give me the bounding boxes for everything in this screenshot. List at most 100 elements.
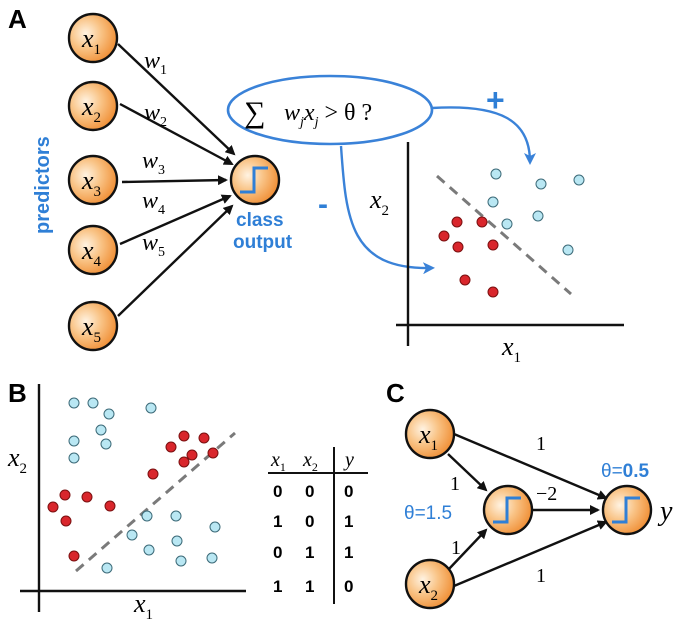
negative-point xyxy=(59,489,71,501)
edge-x1-output xyxy=(453,432,608,500)
negative-point xyxy=(451,216,463,228)
node-label: x5 xyxy=(81,312,101,346)
class-output-label-2: output xyxy=(233,232,293,253)
negative-point xyxy=(147,468,159,480)
negative-point xyxy=(459,274,471,286)
node-label: x1 xyxy=(418,420,438,454)
positive-point xyxy=(141,510,153,522)
positive-point xyxy=(126,529,138,541)
panel-a-scatter: x2 x1 xyxy=(369,142,624,366)
node-label: x1 xyxy=(81,24,101,58)
panel-a-weights: w1 w2 w3 w4 w5 xyxy=(142,48,167,260)
xor-truth-table: x1 x2 y 0 0 0 1 0 1 0 1 1 1 1 0 xyxy=(268,447,368,604)
weight-w2: w2 xyxy=(144,100,167,130)
weight-x2-output: 1 xyxy=(536,565,546,587)
positive-point xyxy=(487,196,499,208)
weight-x1-hidden: 1 xyxy=(450,473,460,495)
output-neuron xyxy=(229,154,281,206)
weight-w5: w5 xyxy=(142,230,165,260)
table-cell: 1 xyxy=(344,543,353,562)
table-row: 0 0 0 xyxy=(273,482,353,501)
table-header-y: y xyxy=(343,449,354,471)
negative-point xyxy=(438,230,450,242)
input-node-x5: x5 xyxy=(67,300,119,352)
positive-point xyxy=(175,555,187,567)
y-axis-label: x2 xyxy=(369,185,389,219)
negative-point xyxy=(452,241,464,253)
positive-point xyxy=(532,210,544,222)
node-circle xyxy=(67,12,119,64)
negative-point xyxy=(60,515,72,527)
table-row: 1 0 1 xyxy=(273,512,353,531)
negative-point xyxy=(165,441,177,453)
negative-arrow xyxy=(339,145,435,275)
decision-boundary xyxy=(436,174,572,296)
table-cell: 0 xyxy=(273,543,282,562)
weight-w4: w4 xyxy=(142,188,165,218)
node-circle xyxy=(404,408,456,460)
negative-point xyxy=(487,286,499,298)
positive-point xyxy=(68,452,80,464)
edge-x3-output xyxy=(121,175,228,186)
predictors-label: predictors xyxy=(32,136,54,234)
weight-x1-output: 1 xyxy=(536,433,546,455)
node-label: x4 xyxy=(81,236,102,270)
panel-a-edges xyxy=(117,43,236,317)
panel-c-input-x2: x2 xyxy=(404,558,456,610)
table-cell: 1 xyxy=(344,512,353,531)
panel-a-input-nodes: x1 x2 x3 x4 x5 xyxy=(67,12,119,352)
class-output-label-1: class xyxy=(236,210,284,231)
table-cell: 1 xyxy=(273,577,282,596)
positive-point xyxy=(562,244,574,256)
positive-point xyxy=(573,174,585,186)
node-label: x3 xyxy=(81,166,101,200)
step-function-icon xyxy=(240,166,268,194)
positive-point xyxy=(145,402,157,414)
decision-rule-text: wjxj > θ ? xyxy=(284,100,372,130)
table-header-x1: x1 xyxy=(270,449,286,474)
negative-point xyxy=(476,216,488,228)
positive-point xyxy=(101,562,113,574)
table-cell: 1 xyxy=(305,577,314,596)
positive-point xyxy=(206,552,218,564)
node-circle xyxy=(67,224,119,276)
panel-c-input-x1: x1 xyxy=(404,408,456,460)
positive-point xyxy=(209,521,221,533)
theta-hidden: θ=1.5 xyxy=(404,503,452,524)
plus-sign: + xyxy=(486,82,505,118)
panel-label-a: A xyxy=(8,4,27,34)
negative-point xyxy=(47,501,59,513)
positive-point xyxy=(535,178,547,190)
edge-x2-output xyxy=(119,102,234,166)
step-function-icon xyxy=(612,496,640,524)
positive-point xyxy=(87,397,99,409)
weight-hidden-output: −2 xyxy=(536,483,557,505)
positive-point xyxy=(103,408,115,420)
panel-label-b: B xyxy=(8,378,27,408)
x-axis-label: x1 xyxy=(501,332,521,366)
positive-arrow xyxy=(431,106,536,165)
node-circle xyxy=(67,154,119,206)
table-row: 1 1 0 xyxy=(273,577,353,596)
panel-c-edges xyxy=(447,432,608,588)
table-cell: 0 xyxy=(305,512,314,531)
table-cell: 1 xyxy=(305,543,314,562)
positive-point xyxy=(170,510,182,522)
positive-point xyxy=(490,168,502,180)
x-axis-label: x1 xyxy=(133,589,153,623)
node-circle xyxy=(404,558,456,610)
negative-point xyxy=(178,456,190,468)
negative-point xyxy=(186,449,198,461)
theta-output: θ=0.5 xyxy=(601,461,650,482)
positive-point xyxy=(100,438,112,450)
edge-x5-output xyxy=(117,204,234,317)
minus-sign: - xyxy=(318,188,328,221)
input-node-x3: x3 xyxy=(67,154,119,206)
output-y-label: y xyxy=(657,496,673,527)
weight-x2-hidden: 1 xyxy=(451,537,461,559)
weight-w3: w3 xyxy=(142,148,165,178)
positive-point xyxy=(171,535,183,547)
y-axis-label: x2 xyxy=(7,443,27,477)
